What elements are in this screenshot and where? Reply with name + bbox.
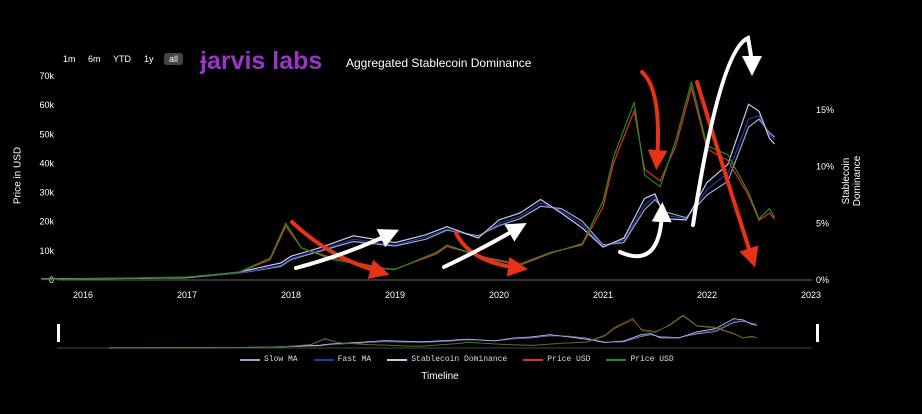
y2-tick-label: 10% xyxy=(816,162,834,172)
y-tick-label: 50k xyxy=(39,129,54,139)
x-tick-label: 2020 xyxy=(489,290,509,300)
range-slider-left-handle[interactable] xyxy=(57,324,60,342)
y-tick-label: 20k xyxy=(39,217,54,227)
y-tick-label: 10k xyxy=(39,246,54,256)
series-line xyxy=(41,103,776,280)
y-tick-label: 70k xyxy=(39,71,54,81)
series-line xyxy=(41,85,776,280)
navigator-series-line xyxy=(109,320,757,349)
legend-item-fast-ma[interactable]: Fast MA xyxy=(313,355,372,364)
x-tick-label: 2016 xyxy=(73,290,93,300)
y-axis-label-right: Stablecoin Dominance xyxy=(841,155,863,207)
y2-tick-label: 0% xyxy=(816,275,829,285)
legend: Slow MA Fast MA Stablecoin Dominance Pri… xyxy=(240,355,674,364)
range-button-1m[interactable]: 1m xyxy=(63,54,76,64)
navigator-series-line xyxy=(109,320,757,349)
x-tick-label: 2017 xyxy=(177,290,197,300)
legend-item-price-usd-green[interactable]: Price USD xyxy=(606,355,674,364)
y-tick-label: 40k xyxy=(39,158,54,168)
legend-label: Price USD xyxy=(630,355,674,364)
y-tick-label: 0 xyxy=(49,275,54,285)
range-button-ytd[interactable]: YTD xyxy=(113,54,131,64)
legend-swatch xyxy=(606,358,627,361)
range-button-all[interactable]: all xyxy=(164,53,184,65)
navigator-series-line xyxy=(109,314,757,349)
legend-swatch xyxy=(313,358,334,361)
series-line xyxy=(41,114,775,280)
x-tick-label: 2021 xyxy=(593,290,613,300)
y2-tick-label: 15% xyxy=(816,105,834,115)
annotation-arrow-red xyxy=(640,70,668,170)
y-tick-label: 60k xyxy=(39,100,54,110)
range-button-6m[interactable]: 6m xyxy=(88,54,101,64)
x-tick-label: 2023 xyxy=(801,290,821,300)
legend-swatch xyxy=(387,358,408,361)
y-tick-label: 30k xyxy=(39,188,54,198)
y-axis-label-left: Price in USD xyxy=(12,146,24,205)
x-axis-label: Timeline xyxy=(421,371,459,382)
x-tick-label: 2018 xyxy=(281,290,301,300)
series-line xyxy=(41,81,776,280)
annotation-arrow-red xyxy=(695,80,759,268)
annotation-arrow-white xyxy=(442,222,527,269)
brand-logo: ɉarvis labs xyxy=(200,47,323,75)
legend-item-price-usd-red[interactable]: Price USD xyxy=(523,355,590,364)
y2-tick-label: 5% xyxy=(816,218,829,228)
x-tick-label: 2022 xyxy=(697,290,717,300)
legend-label: Price USD xyxy=(547,355,591,364)
legend-swatch xyxy=(523,358,544,361)
annotation-arrow-red xyxy=(454,231,528,277)
annotation-arrow-white xyxy=(691,35,762,227)
annotation-arrow-white xyxy=(618,202,672,259)
x-tick-label: 2019 xyxy=(385,290,405,300)
legend-label: Stablecoin Dominance xyxy=(411,355,508,364)
navigator-series-line xyxy=(109,318,757,349)
legend-item-stablecoin-dominance[interactable]: Stablecoin Dominance xyxy=(387,355,507,364)
range-button-1y[interactable]: 1y xyxy=(144,54,154,64)
chart-title: Aggregated Stablecoin Dominance xyxy=(346,56,532,70)
navigator-series-line xyxy=(109,315,757,349)
annotation-arrow-white xyxy=(294,229,400,270)
legend-swatch xyxy=(240,358,260,361)
range-slider-right-handle[interactable] xyxy=(816,324,819,342)
series-line xyxy=(41,118,775,280)
annotation-arrow-red xyxy=(290,220,390,279)
legend-item-slow-ma[interactable]: Slow MA xyxy=(240,355,298,364)
legend-label: Slow MA xyxy=(264,355,298,364)
legend-label: Fast MA xyxy=(337,355,372,364)
